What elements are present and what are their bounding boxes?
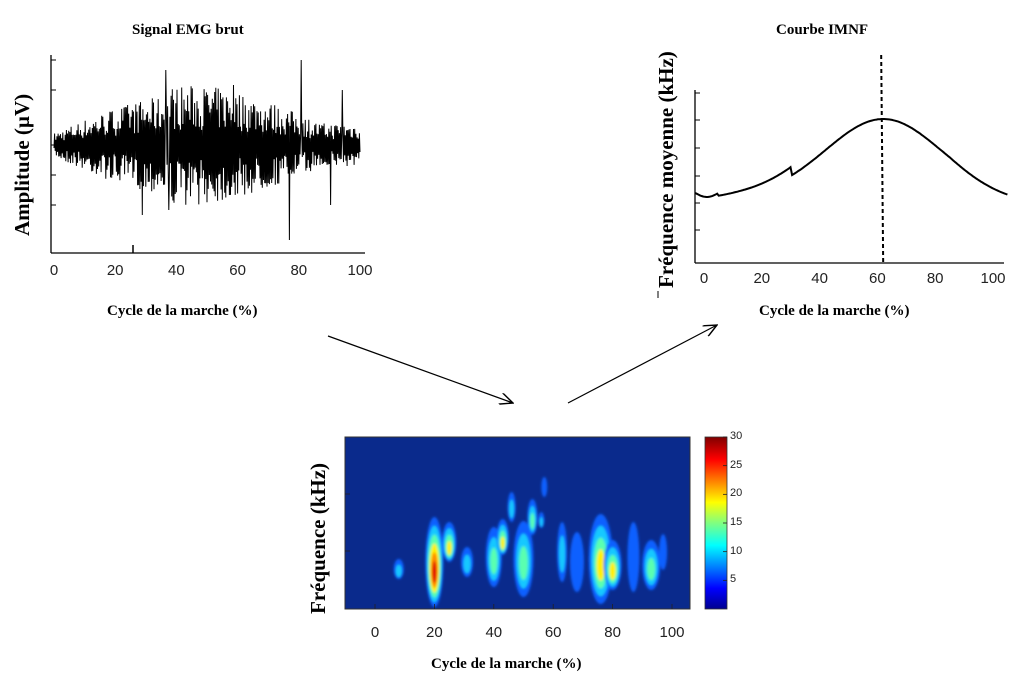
emg-x-tick-label: 20 — [106, 262, 124, 279]
emg-x-tick-label: 0 — [49, 262, 59, 279]
imnf-x-tick-label: 80 — [926, 270, 944, 287]
emg-x-tick-label: 80 — [290, 262, 308, 279]
colorbar-tick-label: 25 — [730, 458, 743, 471]
spectro-xlabel: Cycle de la marche (%) — [431, 656, 582, 672]
spectro-x-tick-label: 20 — [426, 624, 443, 641]
emg-x-tick-label: 60 — [229, 262, 246, 279]
spectro-x-tick-label: 0 — [370, 624, 380, 641]
arrow-emg-to-spectrogram — [327, 335, 513, 403]
imnf-plot — [657, 54, 1008, 298]
spectro-x-tick-label: 60 — [544, 624, 562, 641]
spectrogram-frame — [344, 436, 691, 610]
colorbar-tick-label: 10 — [730, 544, 743, 557]
colorbar-tick-label: 30 — [730, 430, 743, 442]
emg-x-tick-label: 100 — [347, 262, 373, 279]
emg-signal-trace — [53, 59, 361, 241]
imnf-x-tick-label: 0 — [699, 270, 709, 287]
spectro-ylabel: Fréquence (kHz) — [306, 462, 330, 614]
imnf-x-tick-label: 100 — [980, 270, 1006, 287]
emg-x-tick-label: 40 — [168, 262, 185, 279]
arrow-spectrogram-to-imnf — [567, 325, 717, 404]
colorbar-tick-label: 20 — [730, 487, 743, 500]
spectrogram-plot — [344, 436, 691, 610]
emg-title: Signal EMG brut — [132, 22, 244, 38]
colorbar-tick-label: 5 — [730, 573, 737, 586]
emg-xlabel: Cycle de la marche (%) — [107, 303, 258, 319]
emg-plot — [50, 55, 365, 254]
imnf-x-tick-label: 20 — [753, 270, 771, 287]
spectrogram-x-ticks — [345, 493, 673, 609]
spectro-x-tick-label: 80 — [604, 624, 621, 641]
spectrogram-colorbar — [704, 436, 728, 610]
colorbar-tick-label: 15 — [730, 516, 743, 528]
spectrogram-energy-blobs — [393, 477, 668, 607]
imnf-x-tick-label: 40 — [811, 270, 828, 287]
spectro-x-tick-label: 40 — [485, 624, 503, 641]
imnf-xlabel: Cycle de la marche (%) — [759, 303, 910, 319]
imnf-title: Courbe IMNF — [776, 22, 869, 38]
colorbar-ticks — [723, 436, 727, 581]
imnf-mean-frequency-curve — [694, 118, 1008, 198]
imnf-x-tick-label: 60 — [869, 270, 886, 287]
imnf-y-ticks — [695, 92, 700, 231]
spectro-x-tick-label: 100 — [659, 624, 685, 641]
